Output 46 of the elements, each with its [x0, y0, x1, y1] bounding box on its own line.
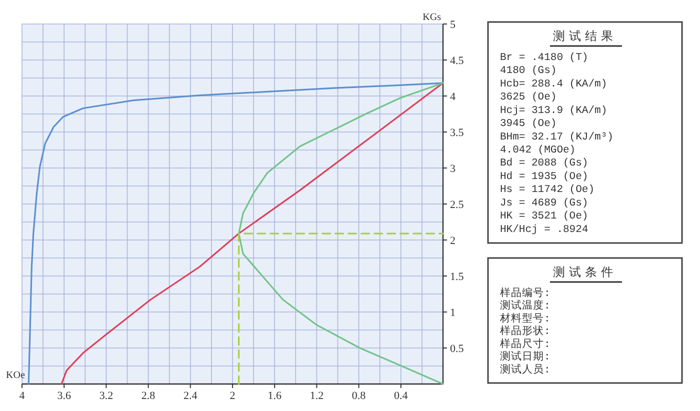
text: 4180 (Gs): [500, 65, 557, 78]
y-tick-label: 1: [450, 307, 456, 319]
text: 测试人员:: [500, 362, 550, 376]
text: 测试条件: [553, 265, 617, 279]
text: 测试温度:: [500, 298, 550, 313]
y-tick-label: 1.5: [450, 271, 464, 283]
y-tick-label: 4: [450, 91, 456, 103]
text: 测试日期:: [500, 350, 550, 364]
x-tick-label: 2.4: [184, 390, 198, 402]
x-axis-title: KOe: [6, 370, 26, 381]
y-tick-label: 5: [450, 19, 456, 31]
y-tick-label: 0.5: [450, 343, 464, 355]
text: Br = .4180 (T): [500, 52, 588, 64]
text: 样品形状:: [500, 325, 550, 338]
x-tick-label: 1.6: [268, 390, 282, 402]
text: HK = 3521 (Oe): [500, 210, 588, 223]
text: Hs = 11742 (Oe): [500, 184, 595, 196]
text: Bd = 2088 (Gs): [500, 158, 588, 170]
text: 测试结果: [553, 29, 617, 43]
text: 材料型号:: [499, 311, 550, 326]
x-tick-label: 3.6: [57, 390, 72, 402]
text: Hd = 1935 (Oe): [500, 170, 588, 183]
y-tick-label: 3: [450, 163, 456, 175]
x-tick-label: 2.8: [141, 390, 156, 402]
text: Hcb= 288.4 (KA/m): [500, 78, 608, 90]
text: 3625 (Oe): [500, 92, 557, 104]
x-tick-label: 3.2: [99, 390, 114, 402]
text: HK/Hcj = .8924: [500, 224, 588, 236]
line-series: [238, 82, 444, 385]
y-tick-label: 3.5: [450, 127, 464, 139]
y-tick-label: 4.5: [450, 55, 464, 67]
x-tick-label: 4: [19, 390, 26, 402]
text: Hcj= 313.9 (KA/m): [500, 104, 608, 117]
x-tick-label: 2: [230, 390, 236, 402]
text: 样品尺寸:: [500, 336, 550, 351]
y-axis-title: KGs: [422, 12, 442, 23]
x-tick-label: 0.8: [352, 390, 366, 402]
text: 样品编号:: [500, 286, 550, 300]
text: 4.042 (MGOe): [500, 144, 576, 156]
x-tick-label: 1.2: [310, 390, 324, 402]
y-tick-label: 2: [450, 235, 456, 247]
text: Js = 4689 (Gs): [500, 197, 588, 210]
x-tick-label: 0.4: [394, 390, 408, 402]
y-tick-label: 2.5: [450, 199, 464, 211]
text: BHm= 32.17 (KJ/m³): [500, 131, 614, 144]
text: 3945 (Oe): [500, 118, 557, 130]
